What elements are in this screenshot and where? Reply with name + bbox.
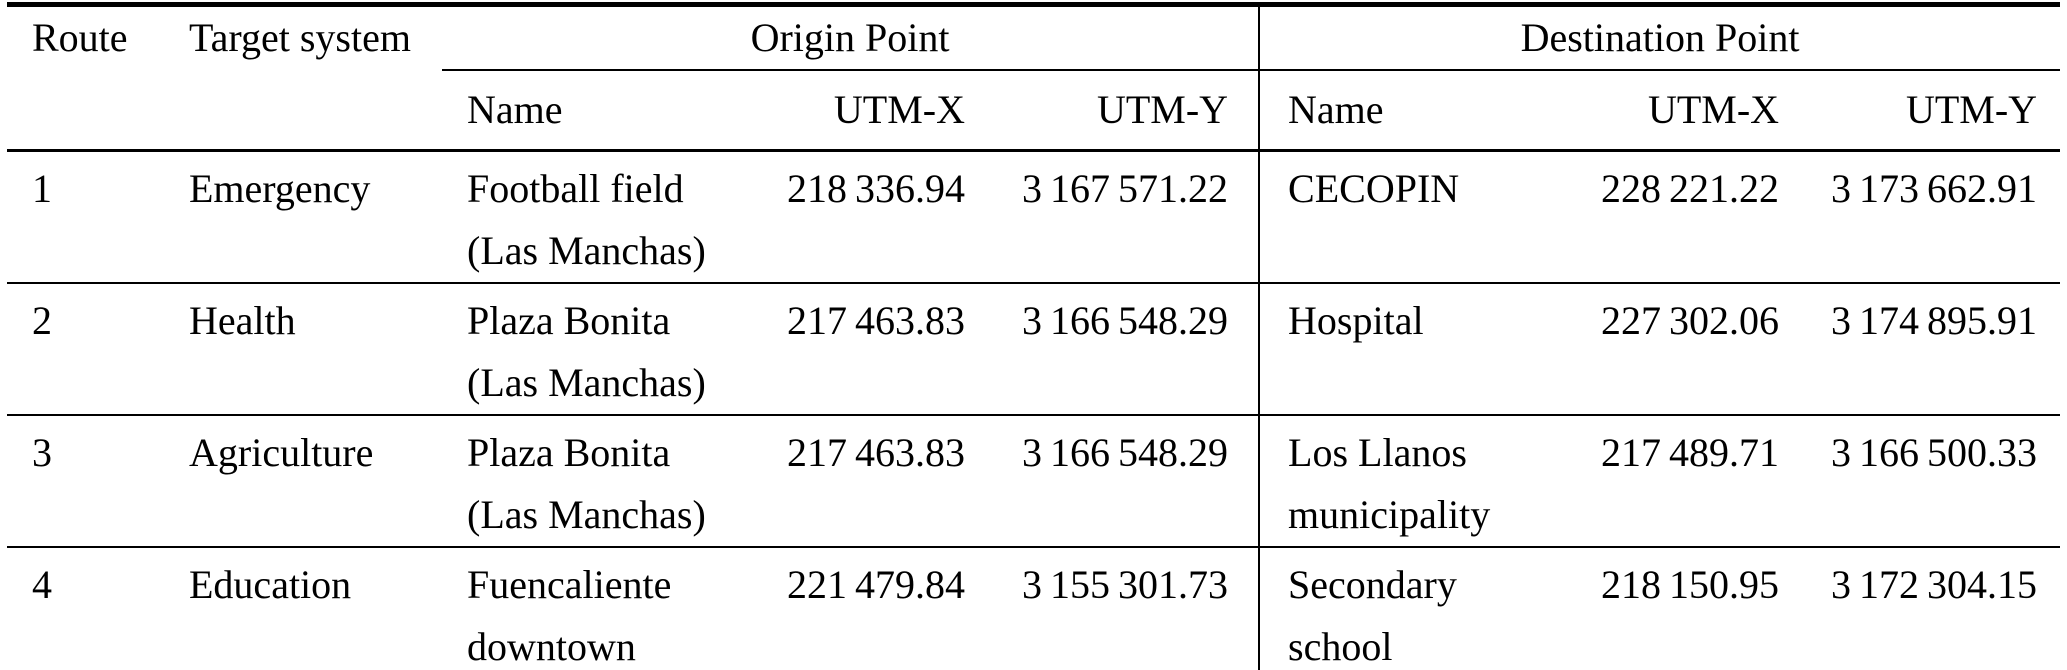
destination-name-cell: CECOPIN — [1258, 150, 1598, 283]
header-route: Route — [32, 15, 128, 60]
header-origin-utm-y: UTM-Y — [1096, 86, 1229, 132]
header-row-subcolumns: Name UTM-X UTM-Y Name UTM-X UTM-Y — [7, 70, 2060, 150]
table-row: 1 Emergency Football field (Las Manchas)… — [7, 150, 2060, 283]
header-origin-utm-x: UTM-X — [833, 86, 965, 132]
destination-utm-y-cell: 3 173 662.91 — [1831, 165, 2038, 211]
destination-utm-x-cell: 218 150.95 — [1597, 545, 1780, 670]
route-number-cell: 4 — [7, 545, 187, 670]
target-system-cell: Agriculture — [187, 413, 442, 547]
route-number-cell: 2 — [7, 281, 187, 415]
table-row: 4 Education Fuencaliente downtown 221 47… — [7, 545, 2061, 670]
target-system-cell: Health — [187, 281, 442, 415]
destination-name-cell: Hospital — [1258, 281, 1598, 415]
destination-name-cell: Secondary school — [1258, 545, 1598, 670]
table-row: 3 Agriculture Plaza Bonita (Las Manchas)… — [7, 413, 2061, 547]
table-row: 2 Health Plaza Bonita (Las Manchas) 217 … — [7, 281, 2061, 415]
target-system-cell: Education — [187, 545, 442, 670]
origin-utm-x-cell: 221 479.84 — [777, 545, 965, 670]
destination-utm-x-cell: 228 221.22 — [1601, 165, 1780, 211]
origin-utm-y-cell: 3 166 548.29 — [965, 413, 1260, 547]
origin-utm-y-cell: 3 167 571.22 — [1022, 165, 1229, 211]
header-row-groups: Route Target system Origin Point Destina… — [7, 4, 2061, 71]
target-system-cell: Emergency — [189, 165, 371, 211]
destination-utm-x-cell: 217 489.71 — [1597, 413, 1780, 547]
destination-utm-y-cell: 3 174 895.91 — [1779, 281, 2061, 415]
origin-name-cell: Football field (Las Manchas) — [467, 165, 706, 273]
header-target-system: Target system — [189, 15, 411, 60]
route-number-cell: 1 — [32, 165, 52, 211]
origin-utm-x-cell: 218 336.94 — [786, 165, 965, 211]
destination-utm-x-cell: 227 302.06 — [1597, 281, 1780, 415]
routes-table: Route Target system Origin Point Destina… — [7, 2, 2061, 670]
header-destination-utm-y: UTM-Y — [1905, 86, 2038, 132]
header-destination-name: Name — [1258, 70, 1598, 150]
destination-utm-y-cell: 3 166 500.33 — [1779, 413, 2061, 547]
header-origin-name: Name — [467, 86, 563, 132]
header-origin-point: Origin Point — [442, 4, 1260, 71]
table-header: Route Target system Origin Point Destina… — [7, 4, 2061, 150]
origin-name-cell: Plaza Bonita (Las Manchas) — [442, 281, 777, 415]
header-destination-point: Destination Point — [1258, 4, 2061, 71]
origin-utm-x-cell: 217 463.83 — [777, 281, 965, 415]
origin-name-cell: Fuencaliente downtown — [442, 545, 777, 670]
origin-name-cell: Plaza Bonita (Las Manchas) — [442, 413, 777, 547]
destination-name-cell: Los Llanos municipality — [1258, 413, 1598, 547]
origin-utm-x-cell: 217 463.83 — [777, 413, 965, 547]
table-body: 1 Emergency Football field (Las Manchas)… — [7, 150, 2061, 670]
route-number-cell: 3 — [7, 413, 187, 547]
origin-utm-y-cell: 3 166 548.29 — [965, 281, 1260, 415]
header-destination-utm-x: UTM-X — [1647, 86, 1780, 132]
origin-utm-y-cell: 3 155 301.73 — [965, 545, 1260, 670]
destination-utm-y-cell: 3 172 304.15 — [1779, 545, 2061, 670]
